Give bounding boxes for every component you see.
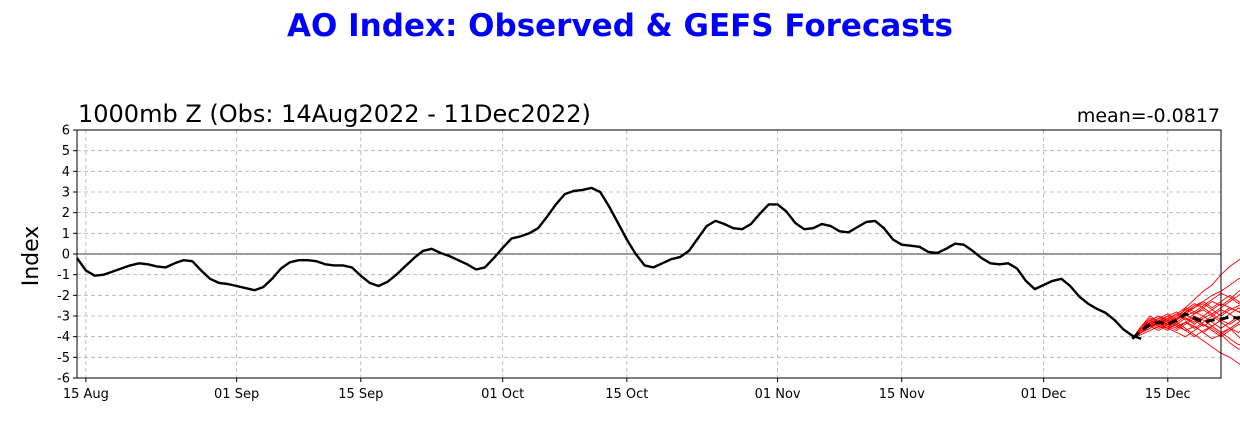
forecast-members [1131,258,1240,365]
x-tick-label: 15 Nov [879,387,925,402]
series-layer [76,186,1240,340]
forecast-member-line [1131,307,1240,339]
y-tick-label: 6 [62,124,70,139]
y-tick-label: -2 [57,289,70,304]
observed-line [76,186,1142,340]
y-tick-label: -1 [57,268,70,283]
x-tick-label: 15 Sep [338,387,383,402]
y-tick-label: 1 [62,227,70,242]
y-tick-label: 0 [62,248,70,263]
chart-subtitle: 1000mb Z (Obs: 14Aug2022 - 11Dec2022) [78,100,591,128]
y-tick-label: 2 [62,206,70,221]
x-tick-label: 01 Dec [1021,387,1067,402]
y-tick-label: -3 [57,310,70,325]
grid-lines [77,130,1221,378]
forecast-member-line [1132,315,1240,340]
mean-label: mean=-0.0817 [1077,105,1220,127]
y-tick-label: -5 [57,351,70,366]
x-tick-label: 01 Oct [481,387,524,402]
x-axis: 15 Aug 01 Sep 15 Sep 01 Oct 15 Oct 01 Nov 15 N… [63,378,1191,402]
forecast-member-line [1131,319,1240,346]
y-tick-label: 3 [62,186,70,201]
y-tick-label: 4 [62,165,70,180]
y-axis: 6 5 4 3 2 1 0 -1 -2 -3 -4 -5 -6 [57,124,77,387]
page-title: AO Index: Observed & GEFS Forecasts [287,8,953,44]
x-tick-label: 15 Dec [1145,387,1191,402]
forecast-member-line [1131,303,1240,339]
x-tick-label: 15 Oct [605,387,648,402]
y-tick-label: -6 [57,372,70,387]
x-tick-label: 15 Aug [63,387,109,402]
forecast-member-line [1131,293,1240,340]
forecast-member-line [1131,309,1240,339]
x-tick-label: 01 Nov [755,387,801,402]
x-tick-label: 01 Sep [214,387,259,402]
y-tick-label: -4 [57,330,70,345]
y-tick-label: 5 [62,144,70,159]
y-axis-label: Index [19,226,44,287]
ensemble-mean-line [1131,312,1240,340]
